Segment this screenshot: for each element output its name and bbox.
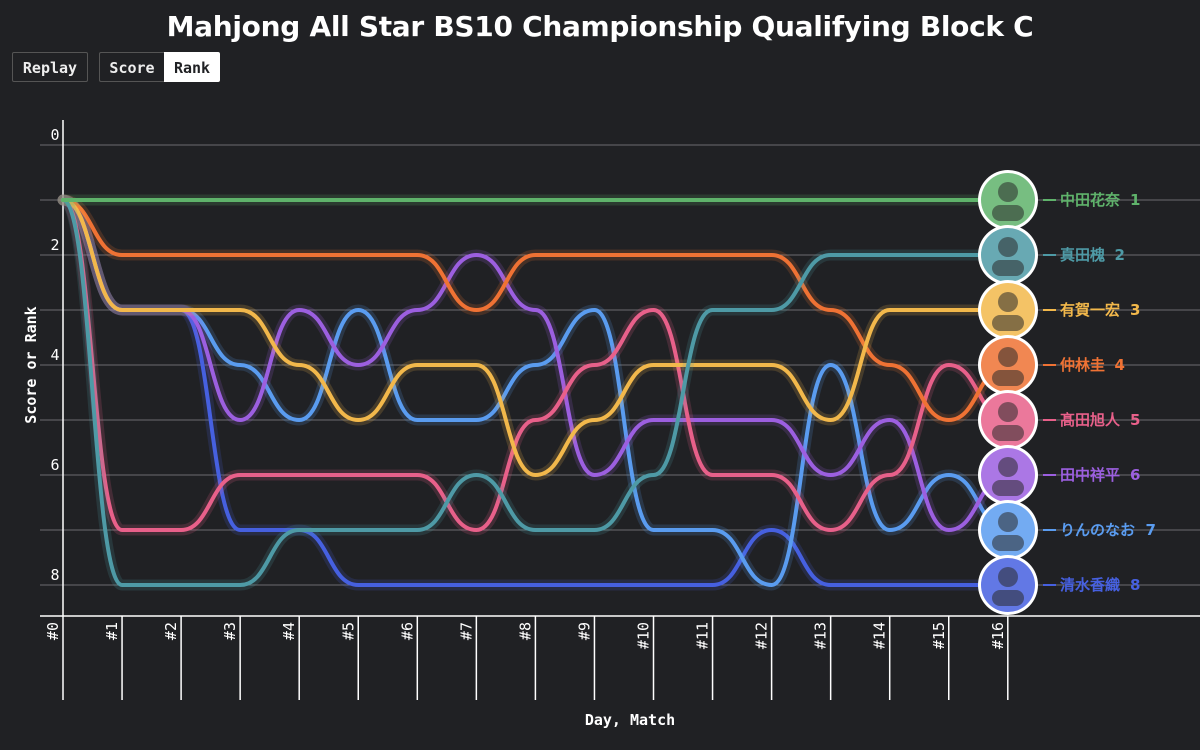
series-name: 真田槐 bbox=[1060, 246, 1105, 264]
end-labels: 中田花奈 1 真田槐 2 有賀一宏 3 仲林圭 4 髙田旭人 5 田中祥平 6 りんのなお 7 清水香織 8 bbox=[978, 170, 1156, 615]
end-label: 真田槐 2 bbox=[978, 225, 1125, 285]
x-tick-label: #10 bbox=[635, 622, 653, 649]
avatar-body bbox=[992, 205, 1024, 221]
series-name: 中田花奈 bbox=[1060, 191, 1121, 209]
x-tick-label: #5 bbox=[339, 622, 357, 640]
x-tick-label: #12 bbox=[753, 622, 771, 649]
x-tick-label: #7 bbox=[457, 622, 475, 640]
avatar-head bbox=[998, 182, 1018, 202]
avatar-body bbox=[992, 370, 1024, 386]
avatar-body bbox=[992, 425, 1024, 441]
end-label: 清水香織 8 bbox=[978, 555, 1140, 615]
series-line bbox=[61, 198, 1010, 587]
avatar-head bbox=[998, 237, 1018, 257]
series-rank: 5 bbox=[1130, 411, 1140, 429]
series-name: 髙田旭人 bbox=[1060, 411, 1121, 429]
x-tick-label: #1 bbox=[103, 622, 121, 640]
series-line bbox=[61, 198, 1010, 477]
x-tick-label: #2 bbox=[162, 622, 180, 640]
series-name: 清水香織 bbox=[1060, 576, 1120, 594]
series-name: 仲林圭 bbox=[1060, 356, 1105, 374]
x-tick-label: #13 bbox=[812, 622, 830, 649]
rank-toggle-button[interactable]: Rank bbox=[164, 52, 220, 82]
score-toggle-button[interactable]: Score bbox=[99, 52, 164, 82]
x-tick-label: #11 bbox=[694, 622, 712, 649]
x-tick-label: #14 bbox=[871, 622, 889, 649]
avatar-body bbox=[992, 315, 1024, 331]
series-rank: 3 bbox=[1130, 301, 1140, 319]
x-tick-label: #16 bbox=[989, 622, 1007, 649]
x-axis: #0 #1 #2 #3 #4 #5 #6 #7 #8 #9 #10 #11 #12 #13 #14 #15 #1… bbox=[40, 615, 1200, 700]
series-rank: 1 bbox=[1130, 191, 1140, 209]
avatar-head bbox=[998, 567, 1018, 587]
avatar-head bbox=[998, 512, 1018, 532]
avatar-head bbox=[998, 292, 1018, 312]
x-axis-label: Day, Match bbox=[585, 711, 675, 729]
avatar-head bbox=[998, 347, 1018, 367]
y-tick-label: 0 bbox=[50, 126, 59, 144]
avatar-body bbox=[992, 590, 1024, 606]
x-tick-label: #4 bbox=[280, 622, 298, 640]
series-name: りんのなお bbox=[1060, 521, 1135, 539]
end-label: 中田花奈 1 bbox=[978, 170, 1140, 230]
avatar-body bbox=[992, 535, 1024, 551]
avatar-head bbox=[998, 457, 1018, 477]
x-tick-label: #15 bbox=[930, 622, 948, 649]
end-label: 仲林圭 4 bbox=[978, 335, 1125, 395]
y-tick-label: 8 bbox=[50, 566, 59, 584]
y-tick-label: 4 bbox=[50, 346, 59, 364]
series-line bbox=[61, 198, 1010, 532]
series-line bbox=[61, 198, 1010, 587]
series-name: 田中祥平 bbox=[1060, 466, 1120, 484]
series-line bbox=[61, 198, 1010, 587]
series-rank: 6 bbox=[1130, 466, 1140, 484]
series-rank: 2 bbox=[1115, 246, 1125, 264]
x-tick-label: #8 bbox=[516, 622, 534, 640]
series-line bbox=[61, 198, 1010, 422]
end-label: 髙田旭人 5 bbox=[978, 390, 1140, 450]
series-line bbox=[61, 198, 1010, 532]
avatar-head bbox=[998, 402, 1018, 422]
series-name: 有賀一宏 bbox=[1060, 301, 1120, 319]
avatar-body bbox=[992, 260, 1024, 276]
y-tick-label: 6 bbox=[50, 456, 59, 474]
series-rank: 7 bbox=[1146, 521, 1156, 539]
y-tick-label: 2 bbox=[50, 236, 59, 254]
series-rank: 8 bbox=[1130, 576, 1140, 594]
avatar-body bbox=[992, 480, 1024, 496]
end-label: 田中祥平 6 bbox=[978, 445, 1140, 505]
x-tick-label: #6 bbox=[398, 622, 416, 640]
end-label: りんのなお 7 bbox=[978, 500, 1156, 560]
y-axis-label: Score or Rank bbox=[22, 306, 40, 423]
y-axis: 0 2 4 6 8 bbox=[50, 120, 64, 616]
x-tick-label: #3 bbox=[221, 622, 239, 640]
end-label: 有賀一宏 3 bbox=[978, 280, 1140, 340]
x-tick-label: #0 bbox=[44, 622, 62, 640]
page-title: Mahjong All Star BS10 Championship Quali… bbox=[166, 10, 1034, 43]
series-lines bbox=[57, 194, 1014, 591]
replay-button[interactable]: Replay bbox=[12, 52, 88, 82]
x-tick-label: #9 bbox=[575, 622, 593, 640]
series-rank: 4 bbox=[1115, 356, 1125, 374]
